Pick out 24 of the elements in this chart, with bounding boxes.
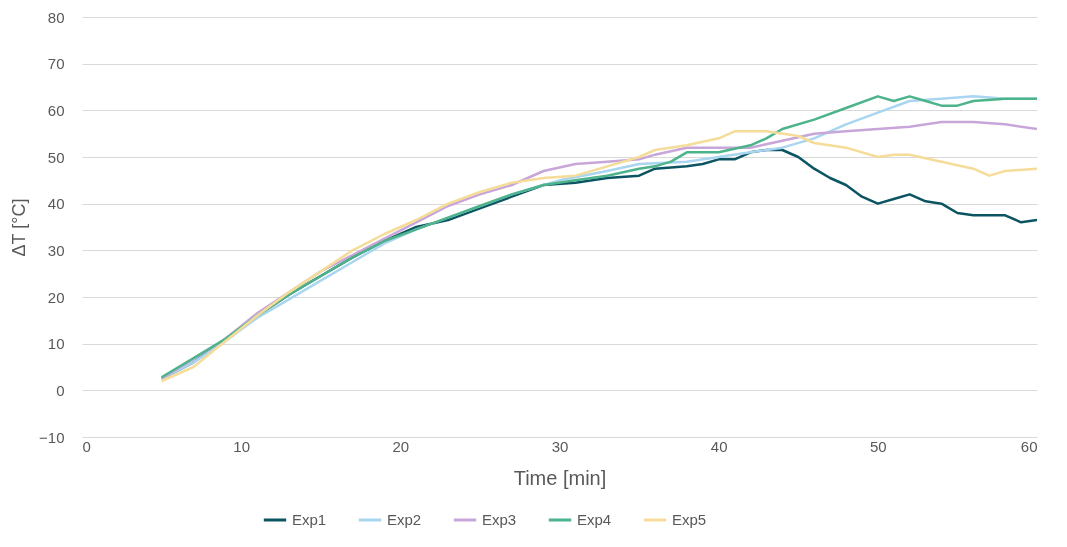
legend-label: Exp3 (482, 511, 517, 528)
y-tick-label: 60 (47, 101, 65, 119)
legend-label: Exp1 (292, 511, 327, 528)
y-tick-label: 0 (56, 381, 65, 399)
legend-label: Exp4 (577, 511, 612, 528)
x-tick-label: 0 (82, 437, 91, 455)
y-tick-label: 10 (47, 335, 65, 353)
x-tick-label: 60 (1020, 437, 1038, 455)
x-tick-label: 10 (233, 437, 251, 455)
legend-label: Exp5 (672, 511, 707, 528)
x-tick-label: 20 (392, 437, 410, 455)
y-tick-label: 50 (47, 148, 65, 166)
x-tick-label: 30 (551, 437, 569, 455)
y-tick-label: 30 (47, 241, 65, 259)
y-tick-label: −10 (39, 428, 65, 446)
y-tick-label: 80 (47, 8, 65, 26)
x-tick-label: 40 (710, 437, 728, 455)
x-tick-label: 50 (869, 437, 887, 455)
y-axis-title: ΔT [°C] (9, 198, 30, 257)
legend-label: Exp2 (387, 511, 422, 528)
x-axis-title: Time [min] (513, 466, 607, 489)
y-tick-label: 70 (47, 55, 65, 73)
y-tick-label: 40 (47, 195, 65, 213)
y-tick-label: 20 (47, 288, 65, 306)
